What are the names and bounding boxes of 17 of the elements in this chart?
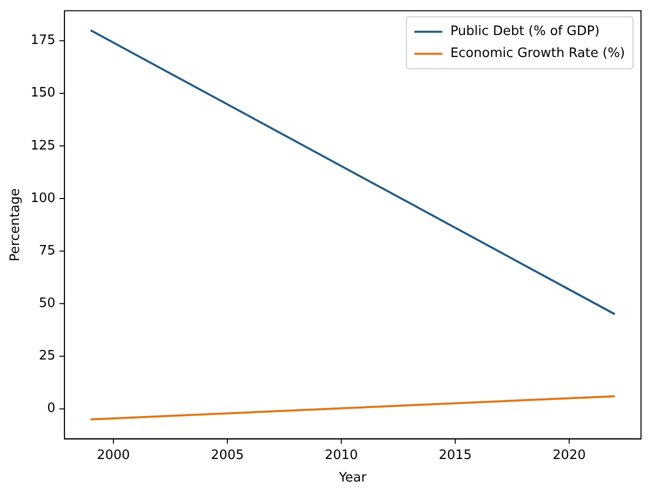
y-tick-label: 175 <box>30 33 56 48</box>
y-tick-label: 0 <box>47 401 56 416</box>
legend-label: Economic Growth Rate (%) <box>450 46 625 62</box>
x-tick-label: 2020 <box>552 448 586 463</box>
x-tick-label: 2005 <box>210 448 244 463</box>
y-tick-label: 50 <box>38 296 56 312</box>
x-tick-label: 2015 <box>438 448 472 463</box>
x-axis-title: Year <box>338 470 368 486</box>
y-tick-label: 25 <box>38 348 56 364</box>
y-tick-label: 125 <box>30 138 56 154</box>
legend-label: Public Debt (% of GDP) <box>450 24 600 40</box>
y-tick-label: 75 <box>38 243 56 258</box>
y-axis-title: Percentage <box>8 188 24 262</box>
y-tick-label: 150 <box>30 86 56 101</box>
x-tick-label: 2010 <box>324 448 358 463</box>
y-tick-label: 100 <box>30 190 56 206</box>
x-tick-label: 2000 <box>96 448 130 463</box>
